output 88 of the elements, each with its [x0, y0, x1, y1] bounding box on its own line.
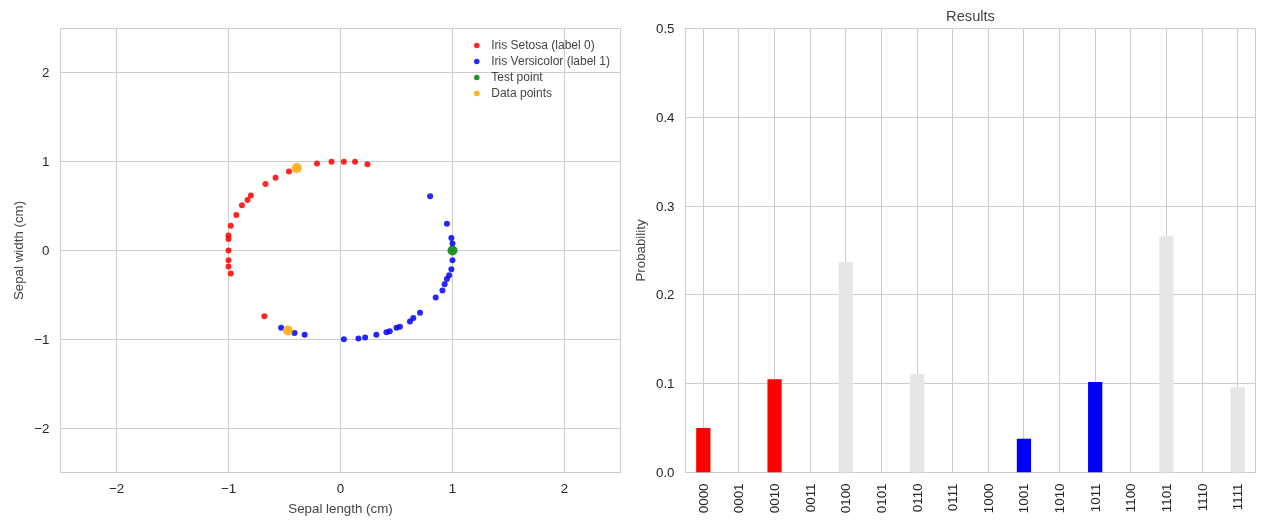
x-tick-label: 0110 [909, 483, 925, 513]
y-tick-label: 0.2 [655, 287, 675, 303]
y-tick-label: 0.4 [655, 109, 676, 125]
point [364, 161, 371, 168]
point [225, 263, 232, 270]
y-tick-label: 1 [42, 154, 50, 170]
chart-title: Results [946, 7, 995, 24]
point [227, 270, 234, 277]
x-tick-label: −2 [108, 480, 125, 496]
point [432, 294, 439, 301]
point [291, 162, 302, 173]
x-tick-label: 0010 [767, 483, 783, 514]
x-tick-label: 1 [448, 480, 457, 496]
text: Iris Versicolor (label 1) [491, 54, 610, 68]
point [227, 222, 234, 229]
x-tick-label: 0111 [945, 483, 961, 512]
point [352, 158, 359, 165]
point [340, 336, 347, 343]
x-tick-label: 2 [560, 480, 569, 496]
x-tick-label: 1101 [1158, 483, 1174, 513]
point [446, 272, 453, 279]
point [340, 158, 347, 165]
point [443, 220, 450, 227]
y-tick-label: 0.5 [655, 21, 675, 36]
x-tick-label: −1 [220, 480, 237, 496]
x-tick-label: 1010 [1052, 483, 1068, 514]
text: Data points [491, 86, 552, 100]
point [449, 257, 456, 264]
point [282, 325, 293, 336]
y-axis-title: Probability [632, 219, 648, 282]
x-tick-label: 0101 [873, 483, 889, 514]
point [448, 235, 455, 242]
point [439, 287, 446, 294]
y-tick-label: 2 [42, 65, 50, 81]
point [291, 330, 298, 337]
text: Test point [491, 70, 543, 84]
text: Iris Setosa (label 0) [491, 38, 595, 52]
point [449, 240, 456, 247]
y-tick-label: 0.3 [655, 198, 675, 214]
point [247, 192, 254, 199]
bar [1088, 381, 1103, 473]
point [447, 245, 458, 256]
point [244, 196, 251, 203]
y-tick-label: 0 [42, 243, 50, 258]
point [285, 168, 292, 175]
x-tick-label: 1111 [1230, 483, 1246, 511]
point [278, 324, 285, 331]
y-tick-label: 0.1 [655, 376, 675, 392]
x-tick-label: 0011 [802, 483, 818, 513]
point [225, 257, 232, 264]
point [427, 193, 434, 200]
point [362, 334, 369, 341]
point [441, 281, 448, 288]
x-axis-title: Sepal length (cm) [288, 500, 393, 516]
point [262, 180, 269, 187]
bar [1159, 236, 1174, 473]
bar [1016, 438, 1032, 473]
point [225, 247, 232, 254]
bar [909, 373, 925, 473]
x-tick-label: 1110 [1194, 483, 1210, 512]
point [328, 158, 335, 165]
x-tick-label: 0100 [838, 483, 854, 514]
bar [1230, 387, 1245, 473]
y-axis-title: Sepal width (cm) [11, 200, 27, 301]
x-tick-label: 0000 [695, 483, 711, 514]
y-tick-label: −2 [34, 420, 50, 436]
point [313, 160, 320, 167]
point [410, 314, 417, 321]
y-tick-label: −1 [34, 331, 50, 347]
point [355, 335, 362, 342]
x-tick-label: 1001 [1016, 483, 1032, 514]
point [373, 331, 380, 338]
bar [696, 428, 711, 473]
point [238, 202, 245, 209]
x-tick-label: 1011 [1087, 483, 1103, 513]
point [301, 331, 308, 338]
y-tick-label: 0.0 [655, 465, 675, 480]
point [417, 309, 424, 316]
x-tick-label: 0 [336, 480, 345, 496]
bar [838, 262, 853, 473]
point [272, 174, 279, 181]
point [261, 313, 268, 320]
point [448, 266, 455, 273]
x-tick-label: 0001 [731, 483, 747, 514]
x-tick-label: 1100 [1123, 483, 1139, 513]
x-tick-label: 1000 [980, 483, 996, 514]
point [233, 211, 240, 218]
bar [767, 379, 782, 473]
